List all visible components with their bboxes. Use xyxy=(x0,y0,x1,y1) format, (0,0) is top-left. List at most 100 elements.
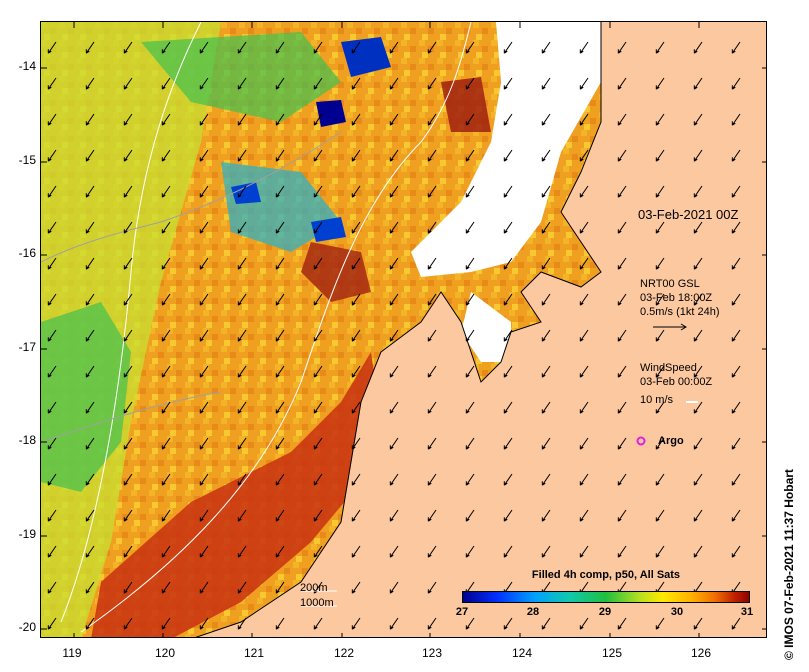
wind-arrow xyxy=(47,509,57,522)
wind-arrow xyxy=(123,113,133,126)
wind-arrow xyxy=(123,149,133,162)
wind-arrow xyxy=(275,41,285,54)
wind-arrow xyxy=(237,293,247,306)
wind-arrow xyxy=(541,185,551,198)
wind-arrow xyxy=(693,113,703,126)
wind-arrow xyxy=(503,149,513,162)
warm-water-patch xyxy=(441,77,491,132)
wind-arrow xyxy=(237,257,247,270)
colorbar-tick: 30 xyxy=(670,606,684,618)
x-tick-label: 126 xyxy=(690,646,712,660)
wind-arrow xyxy=(237,581,247,594)
gsl-label: NRT00 GSL xyxy=(640,278,700,290)
wind-arrow xyxy=(693,437,703,450)
wind-arrow xyxy=(503,293,513,306)
wind-arrow xyxy=(541,545,551,558)
wind-arrow xyxy=(161,113,171,126)
wind-arrow xyxy=(275,257,285,270)
wind-arrow xyxy=(47,257,57,270)
wind-arrow xyxy=(199,509,209,522)
wind-arrow xyxy=(655,113,665,126)
wind-arrow xyxy=(465,41,475,54)
wind-arrow xyxy=(237,185,247,198)
wind-arrow xyxy=(693,545,703,558)
wind-arrow xyxy=(655,41,665,54)
x-tick-label: 125 xyxy=(601,646,623,660)
wind-arrow xyxy=(541,293,551,306)
wind-arrow xyxy=(465,221,475,234)
wind-arrow xyxy=(427,401,437,414)
wind-arrow xyxy=(617,617,627,630)
wind-arrow xyxy=(427,185,437,198)
y-tick-label: -14 xyxy=(18,59,36,73)
wind-arrow xyxy=(503,113,513,126)
gsl-time: 03-Feb 18:00Z xyxy=(640,292,713,304)
wind-arrow xyxy=(731,545,741,558)
wind-arrow xyxy=(465,545,475,558)
wind-arrow xyxy=(617,41,627,54)
wind-arrow xyxy=(655,545,665,558)
wind-arrow xyxy=(427,257,437,270)
wind-arrow xyxy=(123,473,133,486)
wind-arrow xyxy=(503,41,513,54)
wind-arrow xyxy=(655,221,665,234)
wind-arrow xyxy=(237,473,247,486)
wind-arrow xyxy=(731,77,741,90)
wind-arrow xyxy=(275,77,285,90)
argo-label: Argo xyxy=(658,435,684,447)
wind-arrow xyxy=(579,221,589,234)
wind-arrow xyxy=(503,437,513,450)
wind-arrow xyxy=(541,329,551,342)
wind-arrow xyxy=(237,77,247,90)
wind-arrow xyxy=(731,437,741,450)
wind-arrow xyxy=(85,329,95,342)
wind-arrow xyxy=(427,293,437,306)
wind-arrow xyxy=(237,437,247,450)
wind-arrow xyxy=(237,221,247,234)
wind-arrow xyxy=(693,401,703,414)
wind-arrow xyxy=(389,221,399,234)
map-date: 03-Feb-2021 00Z xyxy=(638,207,739,222)
wind-arrow xyxy=(389,365,399,378)
colorbar-tick: 27 xyxy=(455,606,469,618)
wind-arrow xyxy=(237,329,247,342)
wind-arrow xyxy=(313,221,323,234)
wind-arrow xyxy=(655,329,665,342)
wind-arrow xyxy=(579,257,589,270)
wind-arrow xyxy=(617,401,627,414)
wind-arrow xyxy=(199,617,209,630)
wind-arrow xyxy=(161,221,171,234)
wind-arrow xyxy=(85,617,95,630)
wind-arrow xyxy=(655,401,665,414)
wind-arrow xyxy=(541,473,551,486)
wind-arrow xyxy=(465,293,475,306)
wind-arrow xyxy=(541,365,551,378)
x-tick-label: 120 xyxy=(154,646,176,660)
wind-arrow xyxy=(313,185,323,198)
wind-arrow xyxy=(47,77,57,90)
wind-arrow xyxy=(85,185,95,198)
wind-arrow xyxy=(579,437,589,450)
wind-arrow xyxy=(47,221,57,234)
wind-arrow xyxy=(199,257,209,270)
wind-arrow xyxy=(731,113,741,126)
wind-arrow xyxy=(351,329,361,342)
wind-arrow xyxy=(731,149,741,162)
wind-arrow xyxy=(503,473,513,486)
wind-arrow xyxy=(351,185,361,198)
wind-arrow xyxy=(389,41,399,54)
wind-arrow xyxy=(389,185,399,198)
wind-arrow xyxy=(465,365,475,378)
wind-arrow xyxy=(351,365,361,378)
wind-arrow xyxy=(199,473,209,486)
wind-arrow xyxy=(47,329,57,342)
wind-arrow xyxy=(465,185,475,198)
wind-arrow xyxy=(275,329,285,342)
wind-arrow xyxy=(655,473,665,486)
y-tick-label: -16 xyxy=(18,246,36,260)
wind-label: WindSpeed xyxy=(640,362,697,374)
x-tick-label: 121 xyxy=(243,646,265,660)
wind-arrow xyxy=(465,329,475,342)
wind-arrow xyxy=(389,545,399,558)
wind-arrow xyxy=(541,257,551,270)
